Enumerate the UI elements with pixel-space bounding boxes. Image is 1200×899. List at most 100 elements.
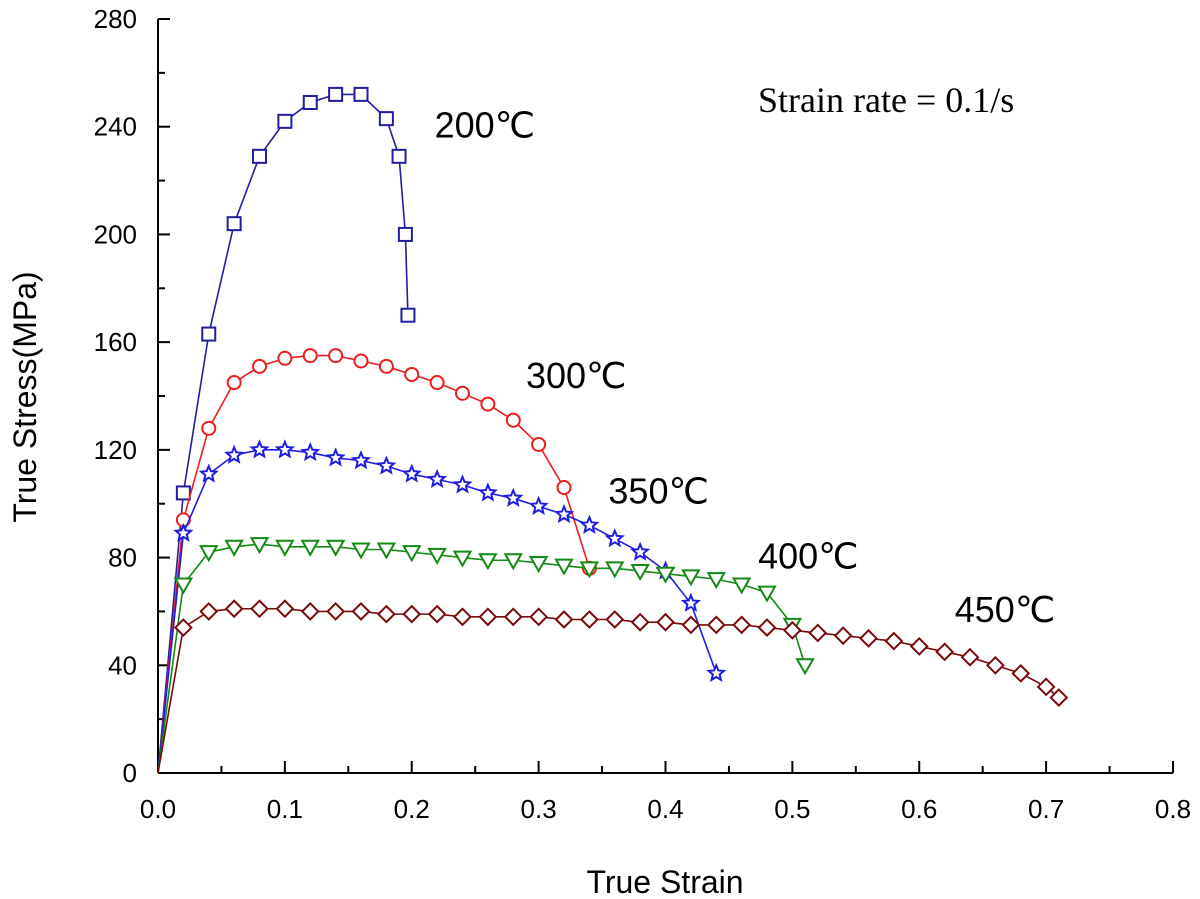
y-axis-title: True Stress(MPa) [7, 271, 43, 522]
data-point-marker [391, 148, 407, 164]
y-tick-label: 240 [94, 112, 137, 142]
series-label: 200℃ [435, 104, 536, 145]
data-point-marker [503, 553, 523, 571]
strain-rate-annotation: Strain rate = 0.1/s [758, 80, 1014, 120]
data-point-marker [681, 615, 701, 635]
data-point-marker [326, 602, 346, 621]
x-tick-label: 0.2 [394, 794, 430, 824]
series [157, 537, 815, 774]
data-point-marker [300, 441, 321, 462]
y-tick-label: 0 [123, 758, 137, 788]
data-point-marker [579, 514, 600, 534]
series-group [157, 86, 1069, 774]
data-point-marker [503, 487, 524, 507]
data-point-marker [325, 539, 346, 557]
data-point-marker [757, 618, 777, 637]
data-point-marker [556, 480, 572, 496]
data-point-marker [198, 463, 219, 483]
data-point-marker [249, 537, 270, 555]
data-point-marker [505, 412, 521, 428]
data-point-marker [397, 226, 413, 242]
data-point-marker [353, 353, 369, 369]
y-tick-label: 80 [108, 543, 137, 573]
series-label: 400℃ [758, 535, 859, 576]
data-point-marker [250, 599, 269, 619]
data-point-marker [173, 577, 194, 595]
series [157, 439, 727, 774]
data-point-marker [429, 375, 445, 391]
data-point-marker [427, 547, 447, 565]
series [157, 348, 597, 774]
data-point-marker [604, 528, 625, 548]
data-point-marker [782, 620, 802, 640]
data-point-marker [224, 539, 244, 557]
data-point-marker [960, 647, 980, 667]
data-point-marker [554, 610, 574, 629]
data-point-marker [985, 655, 1005, 675]
data-point-marker [656, 612, 675, 632]
data-point-marker [630, 612, 650, 632]
data-point-marker [224, 444, 245, 464]
series [157, 599, 1069, 774]
y-tick-label: 40 [108, 650, 137, 680]
data-point-marker [731, 577, 752, 595]
x-tick-label: 0.3 [521, 794, 557, 824]
data-point-marker [325, 447, 346, 467]
data-point-marker [427, 604, 447, 624]
data-point-marker [300, 602, 320, 621]
series-labels: 200℃ 300℃ 350℃ 400℃ 450℃ [435, 104, 1056, 630]
data-point-marker [1011, 663, 1031, 683]
y-tick-label: 120 [94, 435, 137, 465]
data-point-marker [605, 561, 625, 579]
data-point-marker [554, 558, 574, 576]
data-point-marker [452, 474, 473, 494]
data-point-marker [350, 450, 372, 470]
data-point-marker [249, 439, 270, 459]
data-point-marker [503, 607, 523, 627]
data-point-marker [378, 358, 394, 374]
series-line [157, 607, 1060, 774]
data-point-marker [452, 550, 473, 568]
x-tick-label: 0.8 [1155, 794, 1191, 824]
series [157, 86, 416, 774]
plot-frame [157, 19, 1173, 774]
data-point-marker [275, 539, 295, 557]
data-point-marker [400, 307, 416, 323]
data-point-marker [1036, 677, 1056, 697]
data-point-marker [480, 396, 496, 412]
series-label: 450℃ [955, 589, 1056, 630]
data-point-marker [884, 631, 904, 651]
data-point-marker [175, 485, 191, 501]
data-point-marker [630, 541, 651, 561]
data-point-marker [353, 86, 369, 102]
x-tick-label: 0.5 [774, 794, 810, 824]
data-point-marker [328, 86, 344, 102]
data-point-marker [579, 561, 600, 579]
data-point-marker [401, 463, 422, 483]
data-point-marker [376, 455, 397, 475]
data-point-marker [681, 569, 701, 587]
data-point-marker [655, 566, 676, 584]
data-point-marker [478, 553, 498, 571]
data-point-marker [351, 542, 371, 560]
y-tick-label: 200 [94, 219, 137, 249]
data-point-marker [706, 662, 727, 682]
data-point-marker [378, 111, 394, 127]
data-point-marker [1049, 688, 1069, 708]
series-label: 350℃ [608, 471, 709, 512]
data-point-marker [757, 585, 777, 603]
data-point-marker [427, 468, 448, 489]
data-point-marker [226, 216, 242, 232]
data-point-marker [808, 623, 828, 643]
data-point-marker [795, 658, 815, 676]
x-axis-title: True Strain [586, 864, 743, 899]
data-point-marker [300, 539, 320, 557]
data-point-marker [302, 348, 318, 364]
data-point-marker [224, 599, 244, 619]
data-point-marker [274, 439, 295, 459]
data-point-marker [477, 482, 498, 502]
x-tick-label: 0.1 [267, 794, 303, 824]
data-point-marker [376, 542, 397, 560]
data-point-marker [252, 148, 267, 164]
